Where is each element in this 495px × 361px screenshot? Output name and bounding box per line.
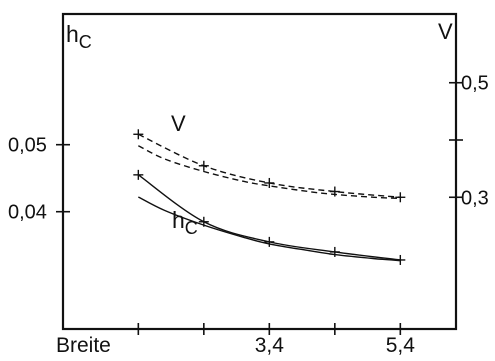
x-tick-label: 5,4 <box>386 334 416 356</box>
x-axis-ticks: 3,4 5,4 <box>137 323 416 357</box>
series-line-h-c-fit <box>138 196 401 262</box>
series-line-v-fit <box>138 145 401 200</box>
left-axis-label: hC <box>66 21 92 52</box>
left-axis-label-main: h <box>66 21 79 47</box>
left-axis-label-sub: C <box>79 32 92 52</box>
series-label-hc-sub: C <box>185 218 198 238</box>
left-axis-ticks: 0,05 0,04 <box>8 135 70 224</box>
x-axis-label: Breite <box>56 334 111 356</box>
left-tick-label: 0,05 <box>8 135 47 157</box>
series-label-v: V <box>171 111 186 136</box>
left-tick-label: 0,04 <box>8 202 47 224</box>
right-axis-label: V <box>438 19 453 44</box>
right-tick-label: 0,5 <box>461 73 489 95</box>
series-label-v-main: V <box>171 111 186 136</box>
right-axis-ticks: 0,5 0,3 <box>449 73 489 209</box>
x-tick-label: 3,4 <box>255 334 285 356</box>
right-tick-label: 0,3 <box>461 187 489 209</box>
series-label-hc: hC <box>172 207 198 238</box>
series-layer <box>133 129 406 265</box>
plot-frame <box>61 12 458 331</box>
series-label-hc-main: h <box>172 207 185 233</box>
